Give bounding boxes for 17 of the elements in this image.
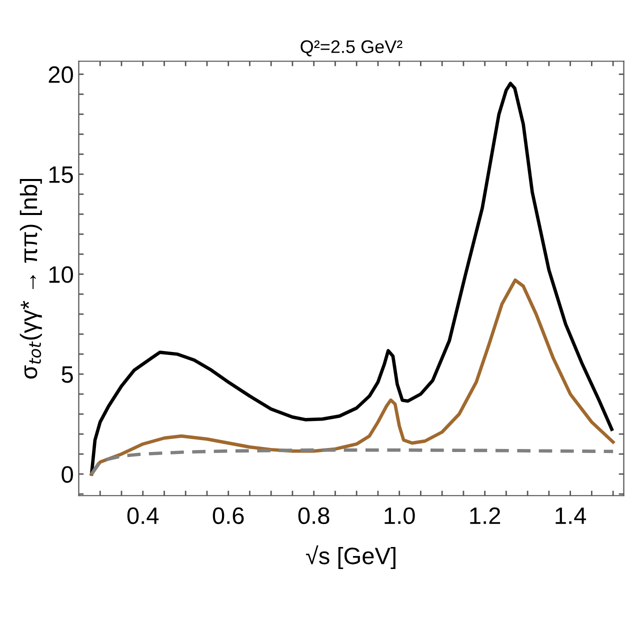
y-axis-title: σ$_{tot}$(γγ* → ππ) [nb] <box>20 179 42 379</box>
line-series <box>90 82 614 476</box>
x-tick-label: 1.4 <box>556 508 586 524</box>
y-tick-label: 10 <box>49 266 73 283</box>
x-tick-label: 0.8 <box>298 507 330 524</box>
x-tick-label: 0.4 <box>127 507 159 524</box>
x-tick-label: 1.0 <box>384 507 415 524</box>
line-series <box>90 278 615 476</box>
x-axis-title: √s [GeV] <box>306 545 396 569</box>
x-tick-label: 1.2 <box>470 507 500 524</box>
y-tick-label: 0 <box>62 466 73 483</box>
y-tick-label: 5 <box>62 366 73 383</box>
y-tick-label: 20 <box>48 66 73 84</box>
y-tick-label: 15 <box>49 166 73 183</box>
x-tick-label: 0.6 <box>212 507 244 524</box>
line-series <box>90 448 615 476</box>
chart-title: Q²=2.5 GeV² <box>300 40 402 56</box>
